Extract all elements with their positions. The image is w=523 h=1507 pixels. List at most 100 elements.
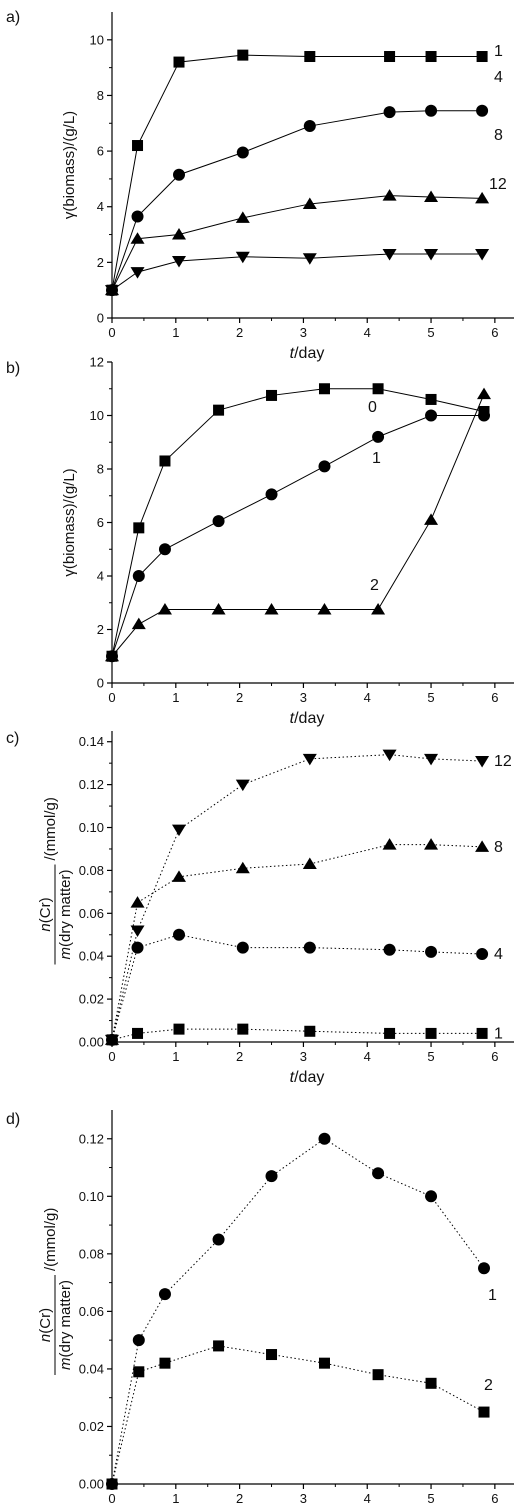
y-tick-label: 0.06: [79, 906, 104, 921]
series-label: 8: [494, 127, 503, 144]
y-tick-label: 0.02: [79, 1419, 104, 1434]
x-tick-label: 3: [300, 325, 307, 340]
marker-square: [266, 389, 278, 401]
marker-triangle-down: [130, 267, 145, 279]
y-tick-label: 0.08: [79, 863, 104, 878]
marker-circle: [478, 409, 491, 422]
y-tick-label: 12: [90, 355, 104, 370]
y-axis-label-denominator-symbol: m: [57, 947, 74, 960]
y-axis-label-denominator-rest: (dry matter): [57, 869, 74, 947]
y-tick-label: 0.02: [79, 992, 104, 1007]
y-tick-label: 4: [97, 199, 104, 214]
series-line: [111, 844, 483, 1040]
marker-square: [213, 1340, 225, 1352]
marker-circle: [265, 488, 278, 501]
marker-square: [425, 51, 437, 63]
panel-label: b): [6, 360, 20, 377]
x-tick-label: 1: [172, 1049, 179, 1064]
series-label: 1: [494, 1025, 503, 1042]
series-label: 1: [494, 43, 503, 60]
series-12: 12: [105, 176, 507, 297]
y-tick-label: 6: [97, 515, 104, 530]
marker-triangle-down: [302, 253, 317, 265]
panel-label: c): [6, 730, 19, 747]
series-label: 8: [494, 839, 503, 856]
marker-circle: [212, 515, 225, 528]
series-line: [111, 415, 485, 657]
y-tick-label: 0.04: [79, 949, 104, 964]
x-axis-label-italic: t: [290, 1069, 295, 1086]
y-tick-label: 2: [97, 622, 104, 637]
marker-triangle-down: [302, 753, 317, 766]
marker-triangle-up: [475, 840, 490, 852]
x-tick-label: 3: [300, 1049, 307, 1064]
y-tick-label: 8: [97, 88, 104, 103]
marker-circle: [236, 941, 249, 954]
marker-triangle-up: [172, 228, 186, 240]
marker-square: [384, 51, 396, 63]
x-axis-label-unit: /day: [294, 710, 324, 727]
y-tick-label: 0.00: [79, 1477, 104, 1492]
y-tick-label: 2: [97, 255, 104, 270]
series-8: 8: [105, 838, 503, 1045]
y-tick-label: 0.04: [79, 1361, 104, 1376]
marker-triangle-up: [235, 861, 250, 874]
marker-triangle-up: [424, 190, 439, 202]
chart-panel-b: b)0 1 2 3 4 5 6024681012t/dayγ(biomass)/(g/L)0…: [6, 355, 514, 727]
y-tick-label: 6: [97, 144, 104, 159]
y-tick-label: 0.06: [79, 1304, 104, 1319]
marker-triangle-down: [235, 251, 250, 264]
x-tick-label: 5: [427, 325, 434, 340]
marker-square: [425, 1377, 437, 1389]
marker-square: [318, 1357, 330, 1369]
marker-circle: [478, 1262, 491, 1275]
marker-triangle-up: [382, 189, 397, 201]
marker-triangle-down: [105, 285, 119, 297]
marker-circle: [236, 146, 249, 159]
marker-triangle-down: [475, 756, 490, 768]
marker-square: [318, 383, 330, 395]
y-axis-label-unit: /(mmol/g): [42, 797, 59, 860]
marker-circle: [132, 570, 145, 582]
marker-circle: [303, 941, 316, 954]
series-line: [111, 253, 483, 291]
x-tick-label: 2: [236, 690, 243, 705]
y-axis-label-numerator: n(Cr): [37, 1308, 54, 1342]
series-label: 2: [484, 1377, 493, 1394]
series-label: 12: [494, 753, 512, 770]
marker-square: [213, 404, 225, 416]
y-axis-label-numerator-rest: (Cr): [37, 1308, 54, 1334]
panel-label: a): [6, 9, 20, 26]
series-label: 4: [494, 69, 503, 86]
marker-circle: [173, 928, 185, 941]
series-line: [111, 195, 483, 291]
marker-triangle-up: [424, 513, 439, 525]
series-line: [111, 54, 483, 291]
x-tick-label: 1: [172, 1491, 179, 1506]
x-axis-label: t/day: [290, 345, 325, 362]
y-tick-label: 0.12: [79, 777, 104, 792]
y-axis-label-numerator: n(Cr): [37, 897, 54, 931]
y-tick-label: 10: [90, 408, 104, 423]
marker-triangle-down: [424, 249, 439, 261]
marker-circle: [158, 1288, 171, 1301]
marker-triangle-down: [130, 925, 145, 937]
marker-triangle-up: [130, 232, 145, 244]
marker-circle: [131, 941, 144, 954]
y-axis-label: n(Cr) m(dry matter) /(mmol/g): [37, 797, 74, 965]
series-1: 1: [106, 1287, 497, 1490]
marker-circle: [303, 120, 316, 133]
marker-triangle-down: [475, 249, 490, 261]
series-label: 2: [370, 577, 379, 594]
marker-triangle-down: [172, 255, 186, 268]
y-axis-label-unit: /(mmol/g): [42, 1208, 59, 1271]
marker-triangle-up: [302, 857, 317, 869]
series-line: [111, 754, 483, 1040]
x-tick-label: 4: [364, 1049, 371, 1064]
chart-panel-d: d)01234560.000.020.040.060.080.100.12t/d…: [6, 1110, 514, 1506]
y-axis-label-denominator: m(dry matter): [57, 1280, 74, 1370]
series-4: 4: [106, 69, 503, 297]
y-tick-label: 10: [90, 32, 104, 47]
y-axis-label-denominator-rest: (dry matter): [57, 1280, 74, 1358]
